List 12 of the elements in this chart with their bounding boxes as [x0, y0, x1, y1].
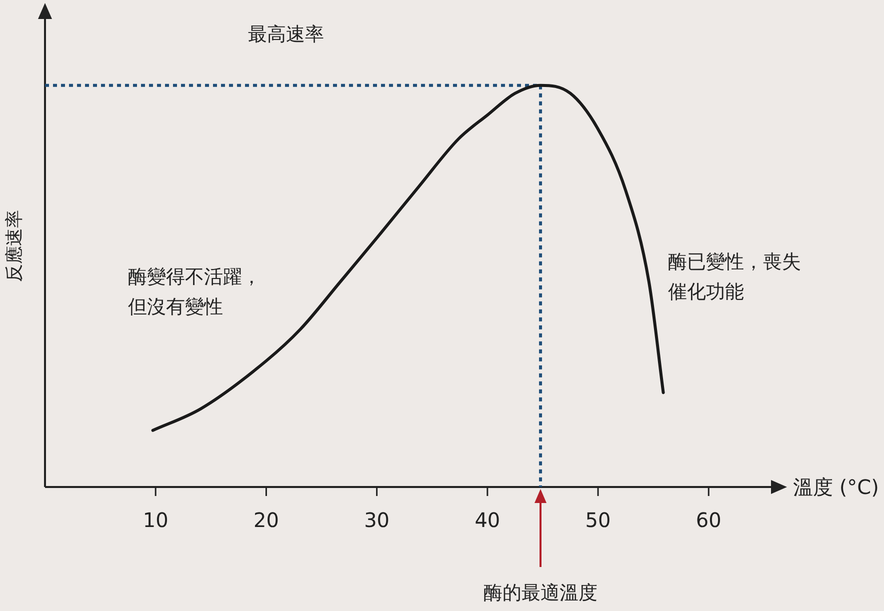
x-tick-label: 10: [142, 508, 168, 532]
text: 酶的最適溫度: [484, 582, 598, 604]
annotation: 酶已變性，喪失催化功能: [668, 250, 802, 305]
annotation: 酶變得不活躍，但沒有變性: [128, 265, 262, 320]
x-axis-title: 溫度 (°C): [793, 475, 879, 499]
x-tick-label: 60: [696, 508, 722, 532]
x-tick-label: 30: [364, 508, 390, 532]
y-axis-title: 反應速率: [4, 210, 25, 282]
ref-line-label: 最高速率: [248, 23, 324, 46]
x-tick-label: 40: [474, 508, 500, 532]
x-tick-label: 50: [585, 508, 611, 532]
x-tick-label: 20: [253, 508, 279, 532]
